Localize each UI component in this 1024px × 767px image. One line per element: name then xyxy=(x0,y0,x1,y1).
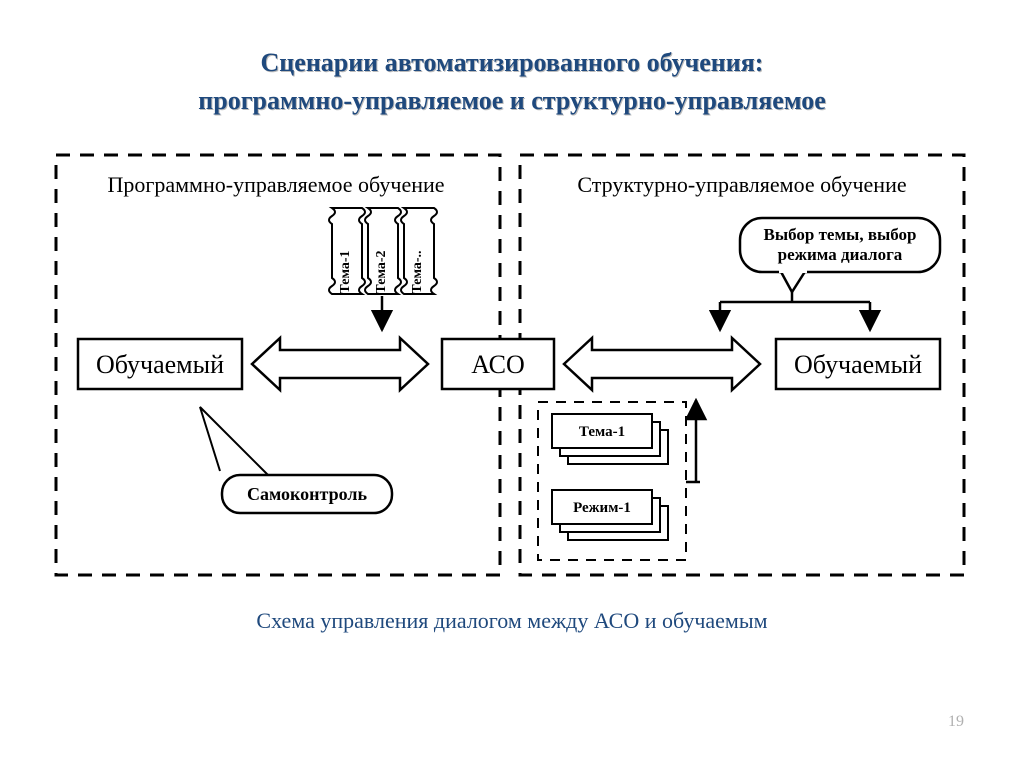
bracket-arrow xyxy=(720,292,870,330)
aco-label: АСО xyxy=(471,350,525,379)
topic-card-2: Тема-2 xyxy=(365,208,401,294)
diagram-stage: Сценарии автоматизированного обучения: п… xyxy=(0,0,1024,767)
svg-text:Режим-1: Режим-1 xyxy=(573,500,631,516)
topic-stack: Тема-1 xyxy=(552,414,668,464)
topic-card-3: Тема-.. xyxy=(401,208,437,294)
svg-text:Самоконтроль: Самоконтроль xyxy=(247,484,367,504)
diagram-svg: Программно-управляемое обучение Структур… xyxy=(0,0,1024,767)
double-arrow-right xyxy=(564,338,760,390)
page-number: 19 xyxy=(948,713,964,731)
svg-text:Выбор темы, выбор: Выбор темы, выбор xyxy=(763,225,916,244)
selfcontrol-callout: Самоконтроль xyxy=(200,407,392,513)
right-learner-label: Обучаемый xyxy=(794,350,922,379)
mode-stack: Режим-1 xyxy=(552,490,668,540)
left-panel-title: Программно-управляемое обучение xyxy=(107,172,444,197)
left-learner-label: Обучаемый xyxy=(96,350,224,379)
svg-text:Тема-..: Тема-.. xyxy=(410,250,425,293)
svg-text:Тема-1: Тема-1 xyxy=(338,250,353,293)
caption: Схема управления диалогом между АСО и об… xyxy=(0,608,1024,634)
choice-callout: Выбор темы, выбор режима диалога xyxy=(740,218,940,292)
double-arrow-left xyxy=(252,338,428,390)
svg-text:Тема-1: Тема-1 xyxy=(579,424,625,440)
right-panel-title: Структурно-управляемое обучение xyxy=(577,172,906,197)
topic-card-1: Тема-1 xyxy=(329,208,365,294)
svg-text:режима диалога: режима диалога xyxy=(778,245,903,264)
svg-text:Тема-2: Тема-2 xyxy=(374,250,389,293)
